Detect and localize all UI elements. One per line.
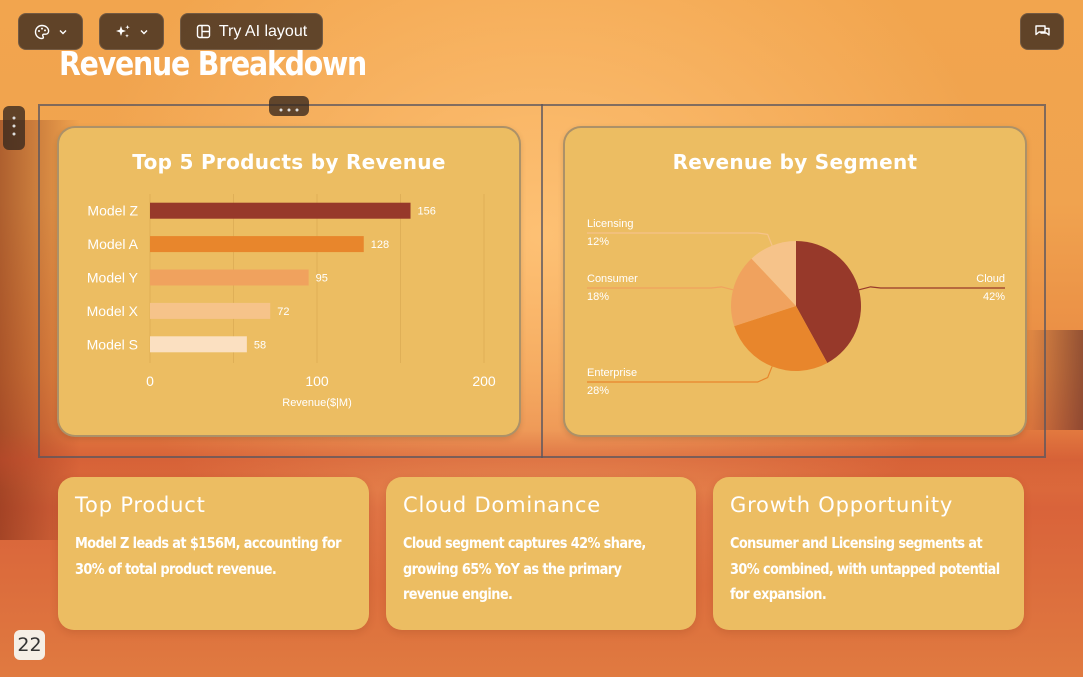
x-tick-label: 100 — [305, 373, 329, 389]
pie-slice-percent: 18% — [587, 291, 609, 303]
page-title: Revenue Breakdown — [59, 44, 367, 83]
pie-slice-percent: 12% — [587, 236, 609, 248]
theme-palette-button[interactable] — [18, 13, 83, 50]
bar — [150, 202, 411, 219]
layout-icon — [196, 24, 211, 39]
info-card-title: Top Product — [75, 493, 206, 517]
chevron-down-icon — [58, 27, 68, 37]
top-drag-handle[interactable] — [269, 96, 309, 116]
x-axis-label: Revenue($|M) — [282, 397, 352, 409]
info-card-top-product[interactable]: Top Product Model Z leads at $156M, acco… — [58, 477, 369, 630]
background-shade-right — [1023, 330, 1083, 430]
pie-slice-percent: 42% — [983, 291, 1005, 303]
pie-slice-label: Licensing — [587, 218, 633, 230]
pie-leader-line — [587, 286, 734, 291]
pie-slice-percent: 28% — [587, 385, 609, 397]
bar-value-label: 95 — [316, 273, 328, 285]
x-tick-label: 0 — [146, 373, 154, 389]
sparkle-icon — [115, 24, 131, 40]
ai-magic-button[interactable] — [99, 13, 164, 50]
pie-slice — [796, 241, 861, 363]
info-card-body: Cloud segment captures 42% share, growin… — [403, 534, 646, 603]
x-tick-label: 200 — [472, 373, 496, 389]
info-card-title: Growth Opportunity — [730, 493, 954, 517]
pie-slice-label: Cloud — [976, 273, 1005, 285]
chat-icon — [1034, 23, 1051, 40]
pie-slice-label: Consumer — [587, 273, 638, 285]
pie-chart-title: Revenue by Segment — [672, 150, 918, 174]
bar-value-label: 156 — [418, 206, 436, 218]
bar-category-label: Model A — [87, 236, 138, 252]
pie-leader-line — [587, 232, 773, 246]
bar-chart-title: Top 5 Products by Revenue — [132, 150, 446, 174]
comments-button[interactable] — [1020, 13, 1064, 50]
bar-category-label: Model Z — [87, 203, 138, 219]
try-ai-layout-label: Try AI layout — [218, 22, 308, 40]
pie-slice — [734, 306, 828, 371]
bar — [150, 269, 309, 286]
side-drag-handle[interactable] — [3, 106, 25, 150]
pie-leader-line — [587, 366, 773, 383]
bar-value-label: 72 — [277, 306, 289, 318]
palette-icon — [34, 24, 50, 40]
bar — [150, 336, 247, 353]
bar-category-label: Model X — [87, 303, 139, 319]
info-card-growth-opportunity[interactable]: Growth Opportunity Consumer and Licensin… — [713, 477, 1024, 630]
horizontal-dots-icon — [278, 97, 300, 116]
bar-chart: Model Z 156 Model A 128 Model Y 95 Model X 72 Mo… — [87, 194, 496, 409]
pie-leader-line — [858, 286, 1005, 291]
pie-chart: Cloud 42% Enterprise 28% Consumer 18% Licensin… — [587, 218, 1005, 397]
bar — [150, 236, 364, 253]
bar-chart-card[interactable]: Top 5 Products by Revenue Model Z 156 Mode… — [57, 126, 521, 437]
chevron-down-icon — [139, 27, 149, 37]
bar-value-label: 128 — [371, 239, 389, 251]
bar — [150, 302, 271, 319]
vertical-dots-icon — [12, 114, 16, 142]
bar-category-label: Model Y — [87, 270, 139, 286]
info-card-cloud-dominance[interactable]: Cloud Dominance Cloud segment captures 4… — [386, 477, 696, 630]
try-ai-layout-button[interactable]: Try AI layout — [180, 13, 323, 50]
selection-divider — [541, 104, 543, 458]
bar-category-label: Model S — [87, 336, 138, 352]
info-card-title: Cloud Dominance — [403, 493, 601, 517]
pie-slice — [731, 258, 796, 327]
pie-slice-label: Enterprise — [587, 367, 637, 379]
pie-slice — [751, 241, 796, 306]
page-number[interactable]: 22 — [14, 630, 45, 660]
info-card-body: Model Z leads at $156M, accounting for 3… — [75, 534, 342, 578]
pie-chart-card[interactable]: Revenue by Segment Cloud 42% Enterprise 28%… — [563, 126, 1027, 437]
info-card-body: Consumer and Licensing segments at 30% c… — [730, 534, 1000, 603]
bar-value-label: 58 — [254, 339, 266, 351]
